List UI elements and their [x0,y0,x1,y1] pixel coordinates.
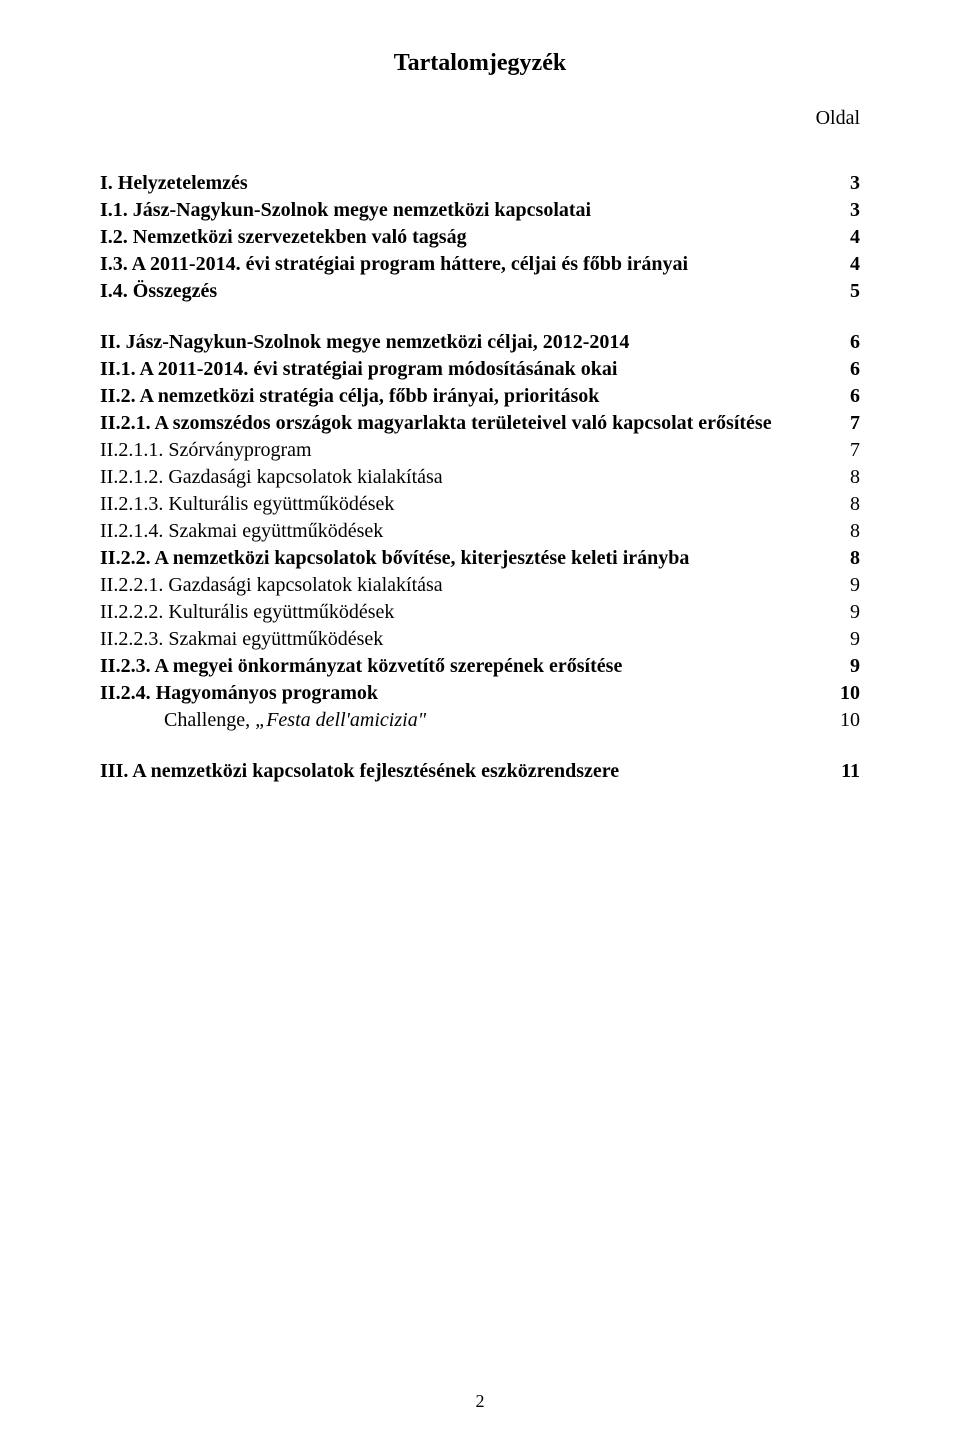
toc-entry-page: 7 [830,410,860,437]
toc-entry-page: 9 [830,626,860,653]
toc-entry: I.2. Nemzetközi szervezetekben való tags… [100,224,860,251]
toc-entry: II.2. A nemzetközi stratégia célja, főbb… [100,383,860,410]
toc-entry-label: I.1. Jász-Nagykun-Szolnok megye nemzetkö… [100,197,830,224]
toc-entry-page: 4 [830,251,860,278]
toc-entry: II.2.2.3. Szakmai együttműködések9 [100,626,860,653]
toc-entry-page: 9 [830,572,860,599]
toc-entry-label: II.2.2.3. Szakmai együttműködések [100,626,830,653]
toc-entry-label: II. Jász-Nagykun-Szolnok megye nemzetköz… [100,329,830,356]
toc-entry-label: I.4. Összegzés [100,278,830,305]
toc-entry-page: 8 [830,464,860,491]
toc-entry-page: 8 [830,545,860,572]
toc-entry-page: 3 [830,170,860,197]
toc-entry: II.2.1.3. Kulturális együttműködések8 [100,491,860,518]
toc-entry-label: II.2.3. A megyei önkormányzat közvetítő … [100,653,830,680]
toc-entry-label: I.3. A 2011-2014. évi stratégiai program… [100,251,830,278]
toc-entry: II.2.2. A nemzetközi kapcsolatok bővítés… [100,545,860,572]
toc-entry: III. A nemzetközi kapcsolatok fejlesztés… [100,758,860,785]
toc-entry: I.1. Jász-Nagykun-Szolnok megye nemzetkö… [100,197,860,224]
toc-entry-label: Challenge, „Festa dell'amicizia" [100,707,830,734]
toc-entry-page: 9 [830,653,860,680]
toc-entry-page: 3 [830,197,860,224]
toc-entry-label: I.2. Nemzetközi szervezetekben való tags… [100,224,830,251]
page-number: 2 [0,1391,960,1412]
toc-entry-label: II.2.1.1. Szórványprogram [100,437,830,464]
toc-entry-label: II.2.2.2. Kulturális együttműködések [100,599,830,626]
toc-entry: I.3. A 2011-2014. évi stratégiai program… [100,251,860,278]
toc-entry-page: 5 [830,278,860,305]
section-gap [100,305,860,329]
toc-entry-page: 9 [830,599,860,626]
toc-entry: II.2.2.1. Gazdasági kapcsolatok kialakít… [100,572,860,599]
toc-entry-page: 6 [830,383,860,410]
toc-entry-page: 6 [830,329,860,356]
toc-entry: II.2.1.1. Szórványprogram7 [100,437,860,464]
toc-entry-label: II.2. A nemzetközi stratégia célja, főbb… [100,383,830,410]
toc-entry-page: 11 [830,758,860,785]
toc-entry-label: I. Helyzetelemzés [100,170,830,197]
toc-entry-label: II.2.1.3. Kulturális együttműködések [100,491,830,518]
document-page: Tartalomjegyzék Oldal I. Helyzetelemzés3… [0,0,960,1452]
toc-entry-page: 7 [830,437,860,464]
toc-entry-label: II.2.2.1. Gazdasági kapcsolatok kialakít… [100,572,830,599]
toc-entry-page: 6 [830,356,860,383]
toc-entry-page: 4 [830,224,860,251]
toc-entry: Challenge, „Festa dell'amicizia"10 [100,707,860,734]
toc-entry: II. Jász-Nagykun-Szolnok megye nemzetköz… [100,329,860,356]
toc-entry-label: II.2.1. A szomszédos országok magyarlakt… [100,410,830,437]
column-header-page: Oldal [100,107,860,130]
toc-entry: II.2.1. A szomszédos országok magyarlakt… [100,410,860,437]
toc-entry-page: 10 [830,680,860,707]
toc-entry: II.2.3. A megyei önkormányzat közvetítő … [100,653,860,680]
table-of-contents: I. Helyzetelemzés3I.1. Jász-Nagykun-Szol… [100,170,860,785]
toc-entry-label: II.2.1.2. Gazdasági kapcsolatok kialakít… [100,464,830,491]
toc-entry: I.4. Összegzés5 [100,278,860,305]
toc-entry-label: II.1. A 2011-2014. évi stratégiai progra… [100,356,830,383]
toc-entry: II.1. A 2011-2014. évi stratégiai progra… [100,356,860,383]
toc-entry-label: II.2.1.4. Szakmai együttműködések [100,518,830,545]
toc-entry-page: 10 [830,707,860,734]
toc-entry: II.2.2.2. Kulturális együttműködések9 [100,599,860,626]
section-gap [100,734,860,758]
toc-entry-page: 8 [830,518,860,545]
page-title: Tartalomjegyzék [100,50,860,77]
toc-entry-label: III. A nemzetközi kapcsolatok fejlesztés… [100,758,830,785]
toc-entry-label: II.2.4. Hagyományos programok [100,680,830,707]
toc-entry: II.2.4. Hagyományos programok10 [100,680,860,707]
toc-entry-label: II.2.2. A nemzetközi kapcsolatok bővítés… [100,545,830,572]
toc-entry-page: 8 [830,491,860,518]
toc-entry: II.2.1.4. Szakmai együttműködések8 [100,518,860,545]
toc-entry: I. Helyzetelemzés3 [100,170,860,197]
toc-entry: II.2.1.2. Gazdasági kapcsolatok kialakít… [100,464,860,491]
